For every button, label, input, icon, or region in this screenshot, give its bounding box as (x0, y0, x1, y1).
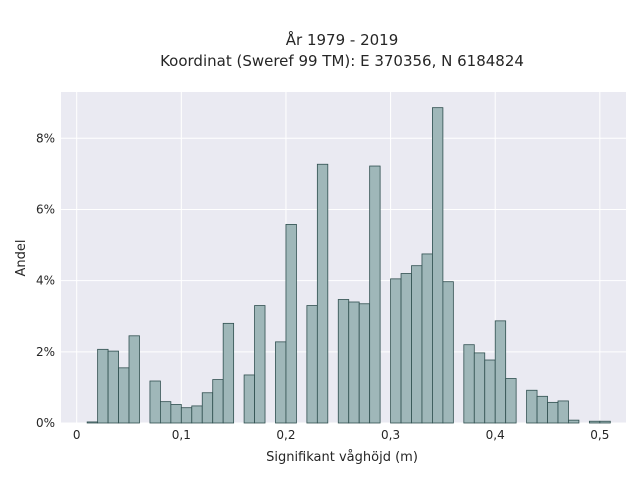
histogram-bar (170, 404, 182, 424)
histogram-bar (306, 305, 318, 424)
x-tick-label: 0,3 (381, 428, 400, 442)
histogram-bar (159, 401, 172, 424)
histogram-bar (463, 344, 475, 424)
histogram-bar (390, 278, 402, 424)
histogram-bar (254, 305, 266, 424)
y-axis-label: Andel (14, 240, 29, 277)
y-tick-label: 8% (36, 131, 55, 145)
histogram-bar (285, 223, 297, 424)
histogram-bar (400, 273, 412, 424)
histogram-bar (568, 419, 580, 424)
histogram-bar (243, 374, 255, 424)
histogram-bar (526, 389, 538, 424)
histogram-bar (599, 420, 611, 424)
histogram-bar (547, 401, 559, 424)
histogram-bar (473, 352, 486, 424)
histogram-bar (348, 301, 360, 424)
histogram-bar (212, 379, 224, 424)
x-tick-label: 0 (73, 428, 81, 442)
y-tick-label: 6% (36, 202, 55, 216)
y-tick-label: 4% (36, 274, 55, 288)
tick-labels: 0 0,1 0,2 0,3 0,4 0,5 0% 2% 4% 6% 8% (36, 131, 609, 442)
y-tick-label: 2% (36, 345, 55, 359)
histogram-bar (588, 420, 601, 424)
x-tick-label: 0,1 (172, 428, 191, 442)
x-tick-label: 0,5 (590, 428, 609, 442)
histogram-bar (432, 107, 444, 424)
histogram-bar (128, 335, 140, 424)
histogram-bar (494, 320, 507, 424)
histogram-bar (442, 281, 454, 424)
histogram-bar (316, 163, 329, 424)
histogram-bar (191, 405, 203, 424)
histogram-bar (107, 350, 119, 424)
histogram-bar (536, 395, 548, 424)
histogram-bar (201, 392, 214, 424)
bars (86, 107, 611, 424)
x-tick-label: 0,4 (486, 428, 505, 442)
histogram-bar (337, 299, 350, 424)
histogram-bar (557, 400, 569, 424)
histogram-bar (222, 322, 235, 424)
y-tick-label: 0% (36, 416, 55, 430)
histogram-bar (358, 303, 371, 424)
histogram-bar (505, 378, 517, 424)
histogram-bar (97, 348, 109, 424)
histogram-bar (411, 265, 423, 424)
histogram-bar (118, 367, 130, 424)
histogram-bar (149, 380, 161, 424)
x-axis-label: Signifikant våghöjd (m) (266, 450, 418, 465)
histogram-bar (369, 165, 381, 424)
histogram-bar (421, 253, 433, 424)
chart-title-line-2: Koordinat (Sweref 99 TM): E 370356, N 61… (160, 52, 524, 70)
x-tick-label: 0,2 (276, 428, 295, 442)
chart-title-line-1: År 1979 - 2019 (286, 30, 399, 49)
histogram-bar (275, 341, 287, 424)
histogram-bar (86, 421, 99, 424)
histogram-bar (180, 407, 193, 424)
histogram-bar (484, 359, 496, 424)
